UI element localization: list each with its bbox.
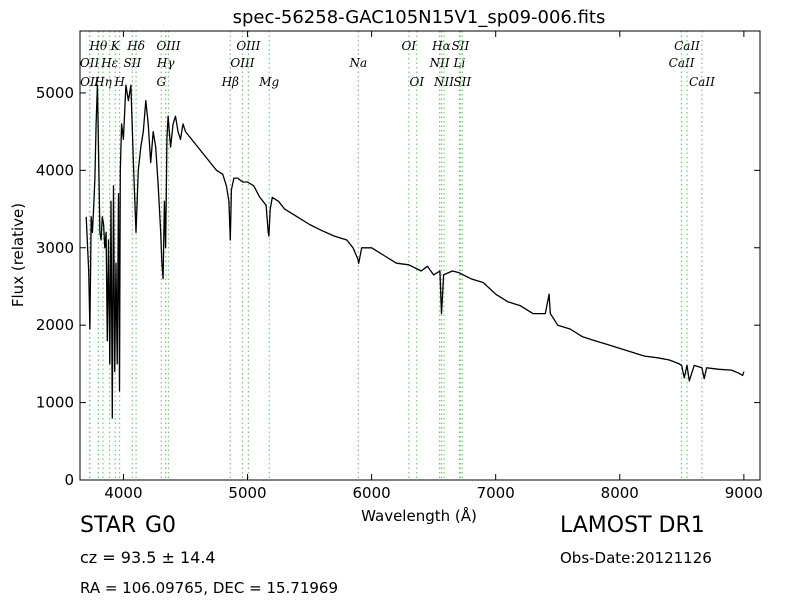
survey-name: LAMOST DR1	[560, 513, 705, 538]
y-tick-label-3: 3000	[36, 239, 74, 257]
y-tick-label-0: 0	[64, 471, 74, 489]
line-label-18: OI	[409, 75, 424, 89]
y-tick-label-5: 5000	[36, 84, 74, 102]
object-class: STAR	[80, 513, 137, 538]
line-label-20: Hα	[431, 39, 451, 53]
y-tick-label-2: 2000	[36, 316, 74, 334]
line-label-24: SII	[453, 75, 471, 89]
spectral-line-markers: OIIOIIHθHηHεKHSIIHδGHγOIIIHβOIIIOIIIMgNa…	[80, 31, 715, 480]
chart-title: spec-56258-GAC105N15V1_sp09-006.fits	[233, 7, 606, 28]
line-label-1: OII	[80, 75, 100, 89]
x-tick-label-0: 4000	[104, 484, 142, 502]
y-axis-label: Flux (relative)	[9, 203, 27, 307]
line-label-21: NII	[433, 75, 454, 89]
x-tick-label-1: 5000	[228, 484, 266, 502]
line-label-6: H	[113, 75, 125, 89]
line-label-16: Na	[349, 56, 368, 70]
observation-date: Obs-Date:20121126	[560, 549, 712, 567]
line-label-7: SII	[124, 56, 142, 70]
plot-frame	[79, 30, 761, 481]
line-label-22: Li	[453, 56, 466, 70]
line-label-15: Mg	[258, 75, 279, 89]
line-label-17: OI	[402, 39, 417, 53]
line-label-4: Hε	[100, 56, 118, 70]
object-subclass: G0	[145, 513, 177, 538]
line-label-9: G	[156, 75, 166, 89]
line-label-5: K	[110, 39, 121, 53]
spectrum-series	[85, 84, 745, 419]
y-tick-label-4: 4000	[36, 161, 74, 179]
line-label-25: CaII	[669, 56, 695, 70]
redshift-cz: cz = 93.5 ± 14.4	[80, 548, 216, 567]
line-label-13: OIII	[230, 56, 254, 70]
x-tick-label-3: 7000	[477, 484, 515, 502]
line-label-11: OIII	[156, 39, 180, 53]
line-label-8: Hδ	[126, 39, 145, 53]
line-label-14: OIII	[236, 39, 260, 53]
line-label-10: Hγ	[156, 56, 175, 70]
x-tick-label-5: 9000	[725, 484, 763, 502]
line-label-26: CaII	[674, 39, 700, 53]
axis-ticks: 4000 5000 6000 7000 8000 9000 0 1000 2000 3000 400…	[36, 31, 763, 502]
x-tick-label-2: 6000	[353, 484, 391, 502]
line-label-12: Hβ	[221, 75, 239, 89]
spectrum-line-0	[85, 84, 745, 419]
x-axis-label: Wavelength (Å)	[361, 506, 477, 525]
line-label-23: SII	[452, 39, 470, 53]
line-label-2: Hθ	[89, 39, 108, 53]
x-tick-label-4: 8000	[601, 484, 639, 502]
line-label-27: CaII	[689, 75, 715, 89]
y-tick-label-1: 1000	[36, 394, 74, 412]
line-label-19: NII	[429, 56, 450, 70]
ra-dec-coordinates: RA = 106.09765, DEC = 15.71969	[80, 579, 339, 597]
